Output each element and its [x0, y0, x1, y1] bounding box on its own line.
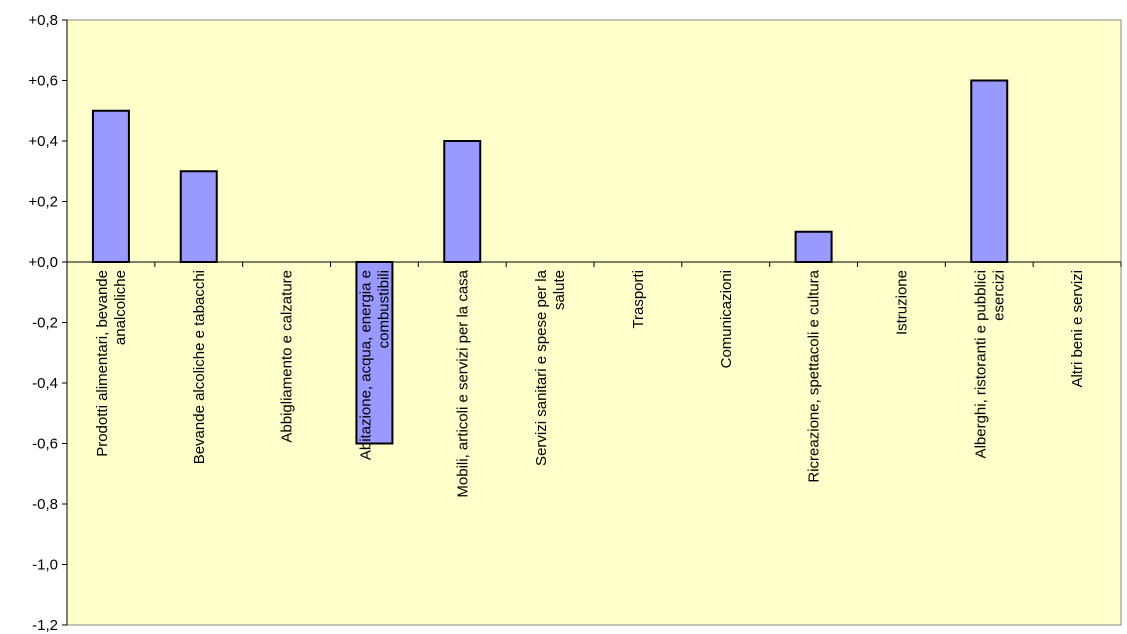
plot-area — [66, 19, 1122, 626]
category-label-line: Comunicazioni — [718, 270, 735, 368]
category-label-line: Altri beni e servizi — [1069, 270, 1086, 388]
category-label-line: Istruzione — [893, 270, 910, 335]
bar — [443, 140, 482, 263]
category-label-line: Mobili, articoli e servizi per la casa — [454, 269, 471, 497]
bar — [970, 79, 1009, 263]
category-label: Prodotti alimentari, bevandeanalcoliche — [94, 270, 129, 457]
y-tick-label: +0,2 — [28, 194, 58, 211]
category-label-line: Bevande alcoliche e tabacchi — [191, 270, 208, 464]
category-label: Abitazione, acqua, energia ecombustibili — [357, 270, 392, 460]
category-label-line: salute — [551, 270, 568, 310]
bar — [91, 109, 130, 263]
category-label: Mobili, articoli e servizi per la casa — [454, 269, 471, 497]
category-label-line: esercizi — [990, 270, 1007, 321]
category-label-line: Prodotti alimentari, bevande — [94, 270, 111, 457]
category-label-line: Ricreazione, spettacoli e cultura — [806, 269, 823, 482]
y-tick-label: -0,2 — [32, 315, 58, 332]
category-label-line: Trasporti — [630, 270, 647, 329]
category-label: Alberghi, ristoranti e pubbliciesercizi — [972, 270, 1007, 458]
category-label: Servizi sanitari e spese per lasalute — [533, 269, 568, 466]
category-label: Abbigliamento e calzature — [279, 270, 296, 443]
y-tick-label: -1,0 — [32, 557, 58, 574]
category-label: Istruzione — [893, 270, 910, 335]
y-tick-label: -0,6 — [32, 436, 58, 453]
category-label: Bevande alcoliche e tabacchi — [191, 270, 208, 464]
category-label-line: analcoliche — [112, 270, 129, 345]
category-label: Ricreazione, spettacoli e cultura — [806, 269, 823, 482]
y-tick-label: -0,8 — [32, 496, 58, 513]
category-label-line: Abitazione, acqua, energia e — [357, 270, 374, 460]
category-label: Comunicazioni — [718, 270, 735, 368]
y-tick-label: +0,6 — [28, 73, 58, 90]
category-label-line: Alberghi, ristoranti e pubblici — [972, 270, 989, 458]
y-tick-label: -1,2 — [32, 617, 58, 634]
y-tick-label: +0,8 — [28, 12, 58, 29]
y-tick-label: -0,4 — [32, 375, 58, 392]
category-label-line: combustibili — [375, 270, 392, 348]
category-label-line: Abbigliamento e calzature — [279, 270, 296, 443]
category-label: Trasporti — [630, 270, 647, 329]
y-tick-label: +0,0 — [28, 254, 58, 271]
category-label: Altri beni e servizi — [1069, 270, 1086, 388]
x-axis-labels: Prodotti alimentari, bevandeanalcoliche B… — [94, 269, 1086, 497]
category-label-line: Servizi sanitari e spese per la — [533, 269, 550, 466]
y-axis-ticks: +0,8 +0,6 +0,4 +0,2 +0,0 -0,2 -0,4 -0,6 -0,8 -1,0… — [28, 12, 67, 634]
y-tick-label: +0,4 — [28, 133, 58, 150]
bar — [179, 170, 218, 263]
bar — [794, 230, 833, 263]
